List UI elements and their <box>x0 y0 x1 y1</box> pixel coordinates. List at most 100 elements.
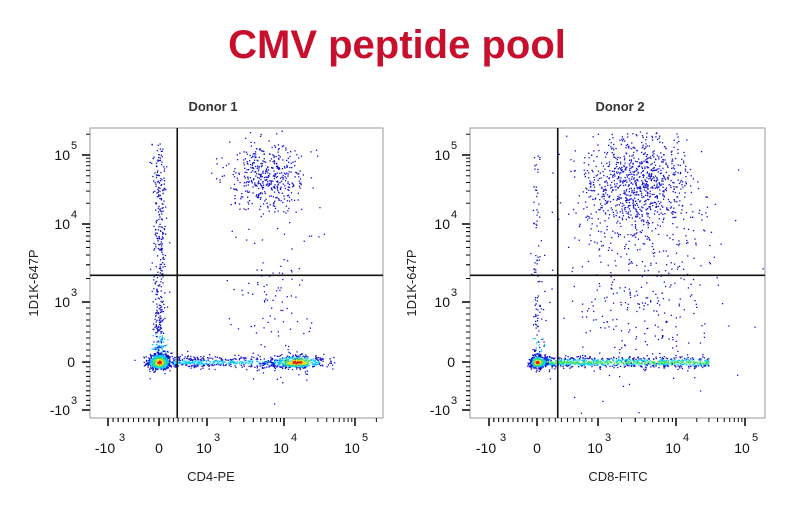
event-dot <box>545 364 547 367</box>
event-dot <box>659 361 662 363</box>
event-dot <box>586 357 588 359</box>
event-dot <box>683 360 685 362</box>
event-dot <box>701 214 703 216</box>
event-dot <box>163 200 165 202</box>
event-dot <box>540 308 543 310</box>
event-dot <box>535 186 537 188</box>
event-dot <box>697 187 700 190</box>
event-dot <box>312 364 314 366</box>
event-dot <box>225 164 228 167</box>
event-dot <box>541 364 543 366</box>
event-dot <box>737 374 739 376</box>
event-dot <box>673 199 675 201</box>
event-dot <box>630 234 632 236</box>
event-dot <box>299 284 301 286</box>
event-dot <box>209 362 211 365</box>
event-dot <box>163 368 165 370</box>
event-dot <box>602 359 604 361</box>
event-dot <box>611 209 613 211</box>
event-dot <box>279 366 281 368</box>
event-dot <box>262 160 264 162</box>
event-dot <box>274 205 276 207</box>
event-dot <box>164 353 166 355</box>
event-dot <box>231 359 233 361</box>
event-dot <box>643 243 646 245</box>
event-dot <box>287 359 290 361</box>
event-dot <box>534 367 536 370</box>
event-dot <box>627 206 629 208</box>
event-dot <box>697 181 699 183</box>
event-dot <box>214 361 216 363</box>
event-dot <box>159 367 162 369</box>
event-dot <box>589 330 591 332</box>
event-dot <box>535 254 537 257</box>
event-dot <box>160 210 162 212</box>
event-dot <box>606 151 609 154</box>
event-dot <box>670 151 672 153</box>
event-dot <box>287 175 289 177</box>
event-dot <box>735 219 737 222</box>
event-dot <box>639 200 641 202</box>
event-dot <box>288 345 290 348</box>
event-dot <box>600 231 602 233</box>
event-dot <box>684 357 686 360</box>
event-dot <box>706 206 709 208</box>
event-dot <box>657 326 659 328</box>
event-dot <box>157 346 159 348</box>
event-dot <box>163 180 166 182</box>
event-dot <box>258 156 260 158</box>
event-dot <box>656 205 658 207</box>
event-dot <box>160 241 162 243</box>
event-dot <box>608 217 610 219</box>
event-dot <box>621 138 623 140</box>
event-dot <box>687 255 689 257</box>
event-dot <box>261 162 263 165</box>
event-dot <box>286 355 289 357</box>
event-dot <box>188 362 190 365</box>
event-dot <box>270 356 272 358</box>
event-dot <box>627 211 630 213</box>
event-dot <box>651 135 653 137</box>
event-dot <box>222 359 224 361</box>
event-dot <box>547 359 549 362</box>
event-dot <box>229 362 232 364</box>
event-dot <box>189 359 192 361</box>
event-dot <box>239 363 241 365</box>
event-dot <box>256 196 258 198</box>
event-dot <box>635 361 638 363</box>
events-layer <box>527 131 764 414</box>
event-dot <box>680 179 682 182</box>
event-dot <box>536 224 538 226</box>
event-dot <box>285 359 287 361</box>
event-dot <box>147 366 149 368</box>
event-dot <box>330 360 332 362</box>
event-dot <box>261 192 263 195</box>
event-dot <box>161 353 163 355</box>
event-dot <box>152 355 154 357</box>
event-dot <box>651 173 653 175</box>
event-dot <box>615 360 617 362</box>
event-dot <box>684 359 686 361</box>
event-dot <box>214 368 216 371</box>
event-dot <box>160 353 162 355</box>
event-dot <box>629 204 631 207</box>
event-dot <box>145 359 148 362</box>
event-dot <box>216 356 218 358</box>
event-dot <box>688 342 690 344</box>
event-dot <box>646 166 648 168</box>
event-dot <box>585 216 587 218</box>
event-dot <box>265 362 267 365</box>
event-dot <box>312 366 314 368</box>
event-dot <box>293 357 296 359</box>
event-dot <box>618 171 620 173</box>
event-dot <box>283 365 286 367</box>
event-dot <box>234 202 236 205</box>
event-dot <box>279 361 281 363</box>
event-dot <box>621 210 623 212</box>
event-dot <box>156 361 159 363</box>
event-dot <box>590 185 592 188</box>
event-dot <box>660 172 663 174</box>
event-dot <box>687 365 690 368</box>
event-dot <box>317 359 319 361</box>
event-dot <box>531 363 533 366</box>
